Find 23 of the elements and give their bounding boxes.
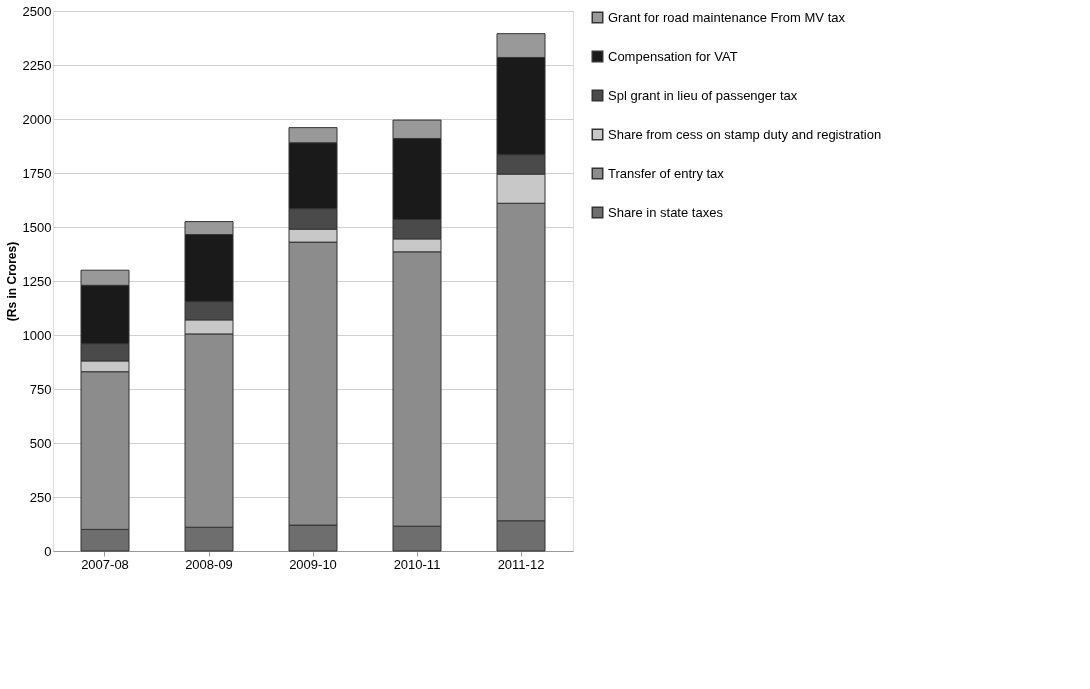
y-axis-title: (Rs in Crores): [4, 241, 19, 322]
x-tick-label: 2011-12: [497, 556, 545, 572]
y-tick-label: 250: [29, 489, 52, 505]
y-tick-label: 2250: [22, 57, 52, 73]
x-tick-label: 2008-09: [185, 556, 233, 572]
legend-label: Spl grant in lieu of passenger tax: [608, 87, 798, 103]
legend-label: Share in state taxes: [608, 204, 724, 220]
y-tick-label: 750: [29, 381, 52, 397]
y-tick-label: 2000: [22, 111, 52, 127]
legend-label: Compensation for VAT: [608, 48, 738, 64]
y-tick-label: 1250: [22, 273, 52, 289]
y-tick-label: 1500: [22, 219, 52, 235]
legend-label: Transfer of entry tax: [608, 165, 725, 181]
y-tick-label: 0: [44, 543, 52, 559]
y-tick-label: 2500: [22, 3, 52, 19]
y-tick-label: 1750: [22, 165, 52, 181]
y-tick-label: 500: [29, 435, 52, 451]
legend-label: Share from cess on stamp duty and registration: [608, 126, 882, 142]
y-tick-label: 1000: [22, 327, 52, 343]
x-tick-label: 2009-10: [289, 556, 337, 572]
legend-label: Grant for road maintenance From MV tax: [608, 9, 846, 25]
x-tick-label: 2010-11: [393, 556, 441, 572]
x-tick-label: 2007-08: [81, 556, 129, 572]
